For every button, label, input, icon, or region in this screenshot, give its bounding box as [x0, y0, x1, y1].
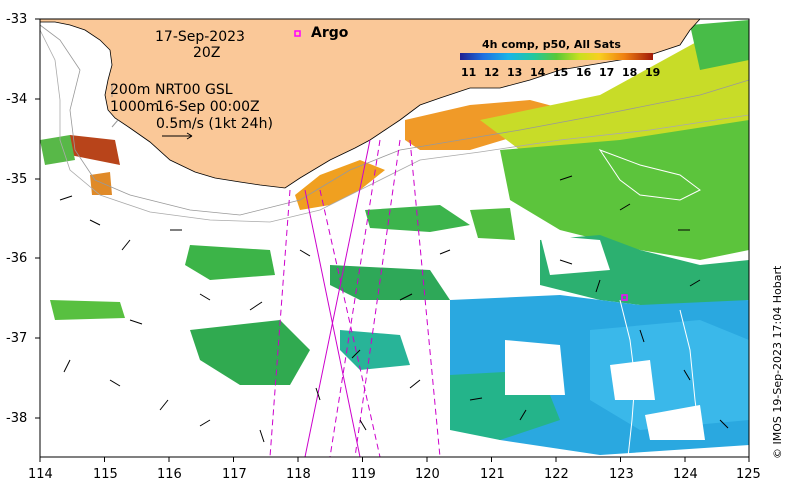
- y-tick-label: -33: [6, 12, 28, 27]
- sst-patch-west-warm: [70, 135, 120, 165]
- altimetry-time: 16-Sep 00:00Z: [156, 99, 260, 115]
- x-tick-label: 117: [222, 467, 247, 482]
- x-tick-label: 125: [736, 467, 761, 482]
- colorbar-title: 4h comp, p50, All Sats: [482, 38, 621, 51]
- ssh-contour-2: [619, 299, 636, 458]
- y-tick-label: -34: [6, 92, 28, 107]
- colorbar-tick: 17: [599, 66, 615, 79]
- credit-label: © IMOS 19-Sep-2023 17:04 Hobart: [771, 265, 784, 459]
- colorbar-tick: 11: [461, 66, 477, 79]
- sst-patch-west-green2: [50, 300, 125, 320]
- sst-patch-west-orange: [90, 172, 112, 195]
- sst-patch-mid-blue: [340, 330, 410, 370]
- scale-label: 0.5m/s (1kt 24h): [156, 116, 273, 132]
- ssh-contour-1: [598, 148, 701, 201]
- legend-200m-label: 200m: [110, 82, 151, 98]
- sst-patch-shelf-orange: [295, 160, 385, 210]
- date-label: 17-Sep-2023: [155, 29, 245, 45]
- x-tick-label: 124: [673, 467, 698, 482]
- argo-legend-label: Argo: [311, 25, 349, 41]
- x-tick-label: 123: [609, 467, 634, 482]
- axis-ticks: [35, 18, 750, 462]
- argo-legend-marker: [294, 30, 301, 37]
- x-tick-label: 119: [351, 467, 376, 482]
- land-mass: [39, 18, 749, 189]
- cloud-gap-3: [610, 360, 655, 400]
- sst-patch-mid-green4: [470, 208, 515, 240]
- legend-1000m-label: 1000m: [110, 99, 160, 115]
- colorbar-tick: 19: [645, 66, 661, 79]
- cloud-gap-2: [540, 235, 610, 275]
- x-tick-label: 116: [157, 467, 182, 482]
- sst-patch-mid-green2: [185, 245, 275, 280]
- contour-200m: [39, 24, 750, 216]
- plot-frame: [39, 18, 750, 458]
- y-tick-label: -37: [6, 331, 28, 346]
- colorbar-tick: 13: [507, 66, 523, 79]
- contour-1000m: [39, 29, 750, 223]
- sst-patch-east-yellow: [480, 25, 749, 150]
- y-tick-label: -36: [6, 251, 28, 266]
- sst-patch-east-green2: [690, 20, 749, 70]
- argo-float-marker: [621, 294, 628, 301]
- ssh-contour-3: [679, 309, 701, 441]
- cloud-gap-1: [505, 340, 565, 395]
- altimetry-label: NRT00 GSL: [155, 82, 233, 98]
- colorbar-tick: 18: [622, 66, 638, 79]
- x-tick-label: 122: [544, 467, 569, 482]
- x-tick-label: 114: [28, 467, 53, 482]
- x-tick-label: 115: [93, 467, 118, 482]
- colorbar-tick: 16: [576, 66, 592, 79]
- cloud-gap-4: [645, 405, 705, 440]
- sst-patch-se-blue: [590, 320, 749, 430]
- x-tick-label: 118: [286, 467, 311, 482]
- y-tick-label: -35: [6, 172, 28, 187]
- legend-1000m-line: [111, 119, 119, 128]
- colorbar-tick: 15: [553, 66, 569, 79]
- colorbar-tick: 14: [530, 66, 546, 79]
- colorbar-tick: 12: [484, 66, 500, 79]
- current-vectors: [59, 175, 729, 443]
- sst-patch-west-green: [40, 135, 75, 165]
- x-tick-label: 121: [480, 467, 505, 482]
- sst-patch-mid-green5: [190, 320, 310, 385]
- colorbar: [460, 53, 653, 60]
- time-label: 20Z: [193, 45, 221, 61]
- satellite-tracks: [269, 139, 441, 458]
- sst-patch-mid-green3: [330, 265, 450, 300]
- x-tick-label: 120: [415, 467, 440, 482]
- sst-patch-east-green: [500, 120, 749, 260]
- y-tick-label: -38: [6, 411, 28, 426]
- scale-arrowhead: [186, 132, 193, 140]
- sst-patch-mid-green1: [365, 205, 470, 232]
